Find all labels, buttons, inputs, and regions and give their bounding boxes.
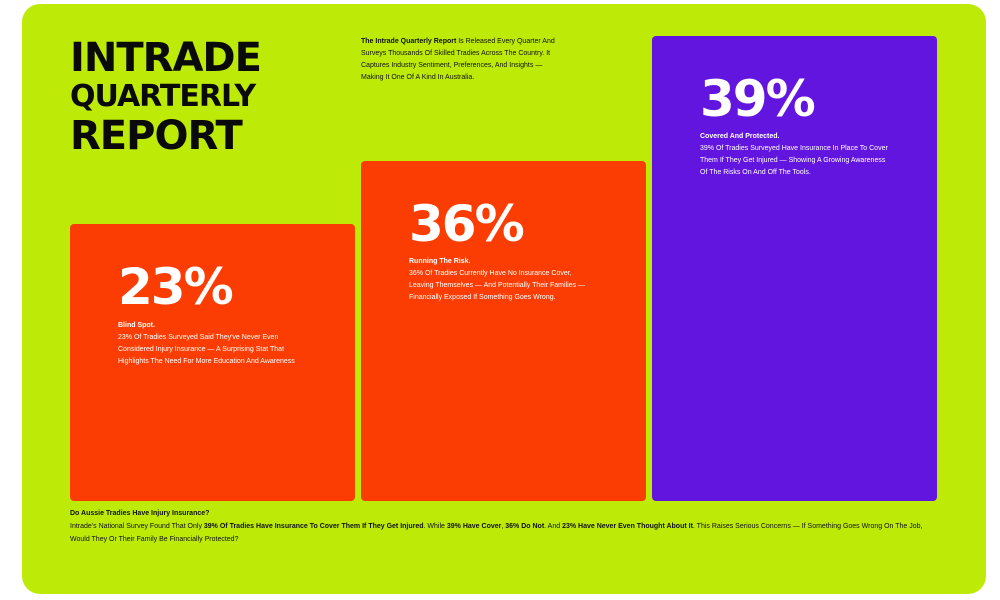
title-line-1: INTRADE <box>70 35 262 81</box>
title-line-2: QUARTERLY <box>70 79 256 114</box>
title-line-3: REPORT <box>70 113 243 159</box>
report-title: INTRADE QUARTERLY REPORT <box>70 35 262 159</box>
footer-summary: Do Aussie Tradies Have Injury Insurance?… <box>70 507 930 546</box>
stat-body: 23% Of Tradies Surveyed Said They've Nev… <box>118 334 295 365</box>
footer-bold: 36% Do Not <box>505 523 545 530</box>
stat-card-running-the-risk: 36% Running The Risk. 36% Of Tradies Cur… <box>361 161 646 501</box>
stat-percent: 36% <box>409 195 525 253</box>
intro-bold: The Intrade Quarterly Report <box>361 38 457 45</box>
footer-question: Do Aussie Tradies Have Injury Insurance? <box>70 510 210 517</box>
footer-text: . While <box>423 523 447 530</box>
stat-percent: 23% <box>118 258 234 316</box>
stat-card-covered: 39% Covered And Protected. 39% Of Tradie… <box>652 36 937 501</box>
intro-paragraph: The Intrade Quarterly Report Is Released… <box>361 36 561 84</box>
footer-bold: 39% Of Tradies Have Insurance To Cover T… <box>203 523 424 530</box>
stat-percent: 39% <box>700 70 816 128</box>
footer-text: Intrade's National Survey Found That Onl… <box>70 523 204 530</box>
footer-text: . And <box>544 523 563 530</box>
footer-text: , <box>501 523 506 530</box>
stat-card-blind-spot: 23% Blind Spot. 23% Of Tradies Surveyed … <box>70 224 355 501</box>
footer-bold: 23% Have Never Even Thought About It <box>562 523 693 530</box>
stat-heading: Running The Risk. <box>409 258 471 265</box>
intro-text: Is Released Every Quarter And Surveys Th… <box>361 38 555 81</box>
stat-body: 39% Of Tradies Surveyed Have Insurance I… <box>700 145 888 176</box>
footer-text: . This Raises Serious Concerns — If Some… <box>70 523 923 543</box>
stat-heading: Covered And Protected. <box>700 133 780 140</box>
footer-bold: 39% Have Cover <box>446 523 502 530</box>
stat-heading: Blind Spot. <box>118 322 155 329</box>
stat-body: 36% Of Tradies Currently Have No Insuran… <box>409 270 585 301</box>
